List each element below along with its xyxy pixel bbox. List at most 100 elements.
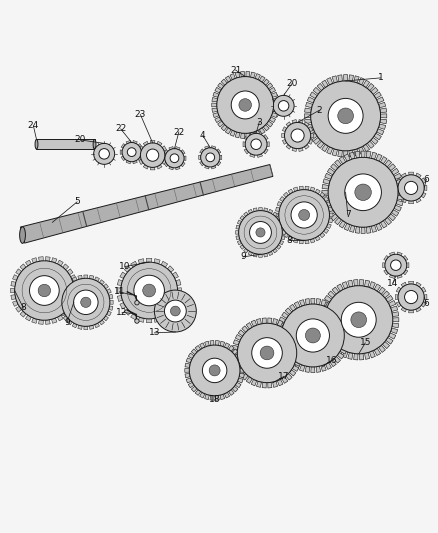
- Polygon shape: [126, 141, 131, 144]
- Circle shape: [273, 95, 294, 116]
- Polygon shape: [138, 143, 142, 148]
- Polygon shape: [250, 131, 255, 135]
- Polygon shape: [354, 149, 359, 156]
- Polygon shape: [176, 147, 180, 150]
- Polygon shape: [185, 374, 190, 378]
- Polygon shape: [267, 83, 273, 89]
- Polygon shape: [272, 319, 278, 325]
- Polygon shape: [323, 179, 330, 184]
- Polygon shape: [186, 358, 192, 363]
- Polygon shape: [409, 281, 413, 284]
- Text: 12: 12: [117, 308, 128, 317]
- Polygon shape: [304, 122, 309, 126]
- Polygon shape: [244, 212, 248, 216]
- Polygon shape: [424, 185, 427, 190]
- Polygon shape: [255, 74, 261, 79]
- Text: 2: 2: [317, 106, 322, 115]
- Polygon shape: [374, 92, 381, 99]
- Polygon shape: [59, 294, 63, 298]
- Polygon shape: [212, 103, 217, 107]
- Circle shape: [135, 301, 139, 305]
- Polygon shape: [371, 138, 378, 144]
- Polygon shape: [392, 209, 399, 216]
- Polygon shape: [143, 165, 148, 169]
- Polygon shape: [282, 322, 288, 329]
- Polygon shape: [57, 315, 63, 321]
- Polygon shape: [348, 352, 353, 359]
- Circle shape: [99, 149, 110, 159]
- Circle shape: [345, 174, 381, 211]
- Polygon shape: [330, 304, 336, 311]
- Circle shape: [338, 108, 353, 124]
- Circle shape: [201, 148, 220, 167]
- Polygon shape: [268, 209, 273, 214]
- Polygon shape: [321, 80, 328, 87]
- Polygon shape: [359, 78, 364, 85]
- Text: 7: 7: [345, 211, 351, 220]
- Polygon shape: [176, 279, 181, 286]
- Polygon shape: [326, 224, 331, 229]
- Polygon shape: [313, 87, 320, 94]
- Polygon shape: [361, 227, 365, 233]
- Polygon shape: [259, 128, 265, 134]
- Polygon shape: [315, 236, 320, 241]
- Polygon shape: [215, 341, 219, 345]
- Polygon shape: [297, 351, 302, 355]
- Polygon shape: [230, 130, 235, 136]
- Polygon shape: [273, 248, 277, 253]
- Polygon shape: [133, 141, 138, 144]
- Polygon shape: [381, 114, 387, 118]
- Circle shape: [279, 190, 329, 240]
- Polygon shape: [212, 108, 218, 112]
- Polygon shape: [253, 208, 257, 212]
- Polygon shape: [394, 173, 401, 180]
- Polygon shape: [311, 298, 315, 304]
- Polygon shape: [283, 232, 289, 238]
- Polygon shape: [334, 357, 340, 363]
- Polygon shape: [321, 144, 328, 151]
- Polygon shape: [131, 261, 137, 267]
- Polygon shape: [332, 149, 337, 156]
- Polygon shape: [253, 253, 257, 257]
- Polygon shape: [391, 306, 398, 311]
- Circle shape: [291, 129, 304, 142]
- Circle shape: [81, 297, 91, 308]
- Polygon shape: [403, 270, 408, 275]
- Polygon shape: [389, 164, 396, 171]
- Polygon shape: [326, 201, 331, 206]
- Polygon shape: [205, 166, 209, 169]
- Text: 22: 22: [173, 127, 184, 136]
- Polygon shape: [173, 272, 178, 278]
- Polygon shape: [173, 303, 178, 309]
- Polygon shape: [218, 83, 224, 89]
- Polygon shape: [161, 261, 168, 267]
- Polygon shape: [292, 335, 299, 341]
- Polygon shape: [131, 314, 137, 320]
- Polygon shape: [360, 280, 364, 286]
- Polygon shape: [374, 284, 381, 291]
- Polygon shape: [213, 112, 219, 118]
- Polygon shape: [239, 374, 244, 378]
- Polygon shape: [95, 323, 99, 328]
- Polygon shape: [343, 151, 348, 157]
- Circle shape: [209, 365, 220, 376]
- Polygon shape: [124, 266, 131, 272]
- Polygon shape: [305, 298, 310, 305]
- Polygon shape: [224, 392, 230, 398]
- Polygon shape: [59, 306, 63, 310]
- Ellipse shape: [20, 227, 25, 244]
- Polygon shape: [121, 156, 125, 160]
- Polygon shape: [217, 161, 221, 166]
- Polygon shape: [378, 124, 386, 130]
- Text: 16: 16: [326, 356, 337, 365]
- Polygon shape: [279, 240, 284, 245]
- Circle shape: [328, 99, 363, 133]
- Polygon shape: [371, 152, 377, 159]
- Polygon shape: [304, 114, 311, 118]
- Polygon shape: [286, 122, 291, 126]
- Polygon shape: [389, 301, 396, 306]
- Polygon shape: [161, 314, 168, 320]
- Polygon shape: [237, 240, 241, 245]
- Polygon shape: [268, 382, 272, 388]
- Polygon shape: [272, 112, 277, 118]
